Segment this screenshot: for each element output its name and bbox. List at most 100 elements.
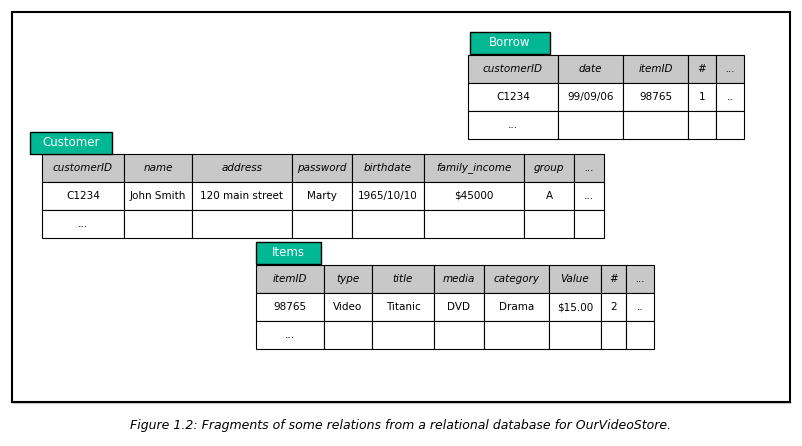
Bar xyxy=(688,55,716,83)
Bar xyxy=(623,83,688,111)
Text: ...: ... xyxy=(584,191,594,201)
Bar xyxy=(42,154,124,182)
Text: group: group xyxy=(534,163,565,173)
Bar xyxy=(626,293,654,321)
Bar xyxy=(484,265,549,293)
Bar xyxy=(292,154,352,182)
Bar xyxy=(192,210,292,238)
Bar xyxy=(558,111,623,139)
Bar xyxy=(468,55,558,83)
Text: itemID: itemID xyxy=(273,274,307,284)
Text: 98765: 98765 xyxy=(639,92,672,102)
Bar xyxy=(292,210,352,238)
Bar xyxy=(601,321,626,349)
Bar xyxy=(574,210,604,238)
Text: 1: 1 xyxy=(699,92,705,102)
Bar xyxy=(324,265,372,293)
Text: Figure 1.2: Fragments of some relations from a relational database for OurVideoS: Figure 1.2: Fragments of some relations … xyxy=(131,420,671,433)
Text: ..: .. xyxy=(727,92,733,102)
Text: 1965/10/10: 1965/10/10 xyxy=(358,191,418,201)
Text: category: category xyxy=(493,274,540,284)
Bar xyxy=(424,210,524,238)
Bar xyxy=(623,111,688,139)
Bar xyxy=(484,321,549,349)
Text: Customer: Customer xyxy=(43,136,99,149)
Text: title: title xyxy=(393,274,413,284)
Text: #: # xyxy=(610,274,618,284)
Bar xyxy=(524,154,574,182)
Text: $15.00: $15.00 xyxy=(557,302,593,312)
Text: ...: ... xyxy=(725,64,735,74)
Text: ...: ... xyxy=(285,330,295,340)
Bar xyxy=(192,182,292,210)
Bar xyxy=(324,321,372,349)
Bar xyxy=(42,210,124,238)
Text: Borrow: Borrow xyxy=(489,37,531,50)
Text: C1234: C1234 xyxy=(496,92,530,102)
Bar xyxy=(626,321,654,349)
Text: date: date xyxy=(579,64,602,74)
Bar xyxy=(124,210,192,238)
Bar xyxy=(574,154,604,182)
Bar xyxy=(716,111,744,139)
Bar xyxy=(372,293,434,321)
Bar xyxy=(352,210,424,238)
Text: 99/09/06: 99/09/06 xyxy=(567,92,614,102)
Text: ...: ... xyxy=(508,120,518,130)
Bar xyxy=(468,111,558,139)
Bar xyxy=(601,265,626,293)
Text: A: A xyxy=(545,191,553,201)
Bar xyxy=(549,265,601,293)
Bar xyxy=(256,293,324,321)
Bar xyxy=(468,83,558,111)
Bar xyxy=(192,154,292,182)
Text: John Smith: John Smith xyxy=(130,191,186,201)
Bar xyxy=(256,242,321,264)
Text: ...: ... xyxy=(78,219,88,229)
Text: family_income: family_income xyxy=(436,162,512,173)
Bar xyxy=(626,265,654,293)
Text: password: password xyxy=(298,163,346,173)
Text: ...: ... xyxy=(635,274,645,284)
Bar xyxy=(124,154,192,182)
Text: birthdate: birthdate xyxy=(364,163,412,173)
Bar xyxy=(256,265,324,293)
Text: Titanic: Titanic xyxy=(386,302,420,312)
Bar xyxy=(601,293,626,321)
Text: 2: 2 xyxy=(610,302,617,312)
Bar xyxy=(372,321,434,349)
Bar xyxy=(434,321,484,349)
Text: Items: Items xyxy=(272,247,305,260)
Bar xyxy=(292,182,352,210)
Bar xyxy=(484,293,549,321)
Bar xyxy=(352,182,424,210)
Bar xyxy=(434,265,484,293)
Bar xyxy=(716,83,744,111)
Bar xyxy=(688,83,716,111)
Bar xyxy=(124,182,192,210)
Text: itemID: itemID xyxy=(638,64,673,74)
Bar xyxy=(558,55,623,83)
Text: Drama: Drama xyxy=(499,302,534,312)
Bar xyxy=(524,210,574,238)
Bar xyxy=(549,321,601,349)
Text: customerID: customerID xyxy=(483,64,543,74)
Bar xyxy=(324,293,372,321)
Bar xyxy=(623,55,688,83)
Bar xyxy=(12,12,790,402)
Bar xyxy=(470,32,550,54)
Text: media: media xyxy=(443,274,476,284)
Bar xyxy=(424,182,524,210)
Text: Value: Value xyxy=(561,274,589,284)
Text: Video: Video xyxy=(334,302,363,312)
Text: C1234: C1234 xyxy=(66,191,100,201)
Text: Marty: Marty xyxy=(307,191,337,201)
Bar xyxy=(716,55,744,83)
Bar xyxy=(424,154,524,182)
Text: type: type xyxy=(336,274,359,284)
Bar xyxy=(549,293,601,321)
Text: name: name xyxy=(144,163,172,173)
Text: ..: .. xyxy=(637,302,643,312)
Text: ...: ... xyxy=(584,163,593,173)
Text: 120 main street: 120 main street xyxy=(200,191,283,201)
